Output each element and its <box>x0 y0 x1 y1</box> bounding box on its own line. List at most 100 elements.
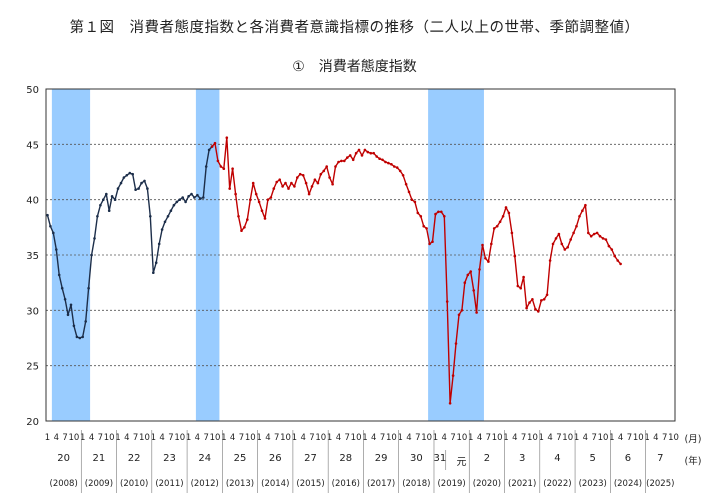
x-month-label: 7 <box>203 433 208 443</box>
x-month-label: 4 <box>547 433 552 443</box>
series-point <box>316 181 320 185</box>
x-month-label: 1 <box>503 433 508 443</box>
x-era-label: 5 <box>590 453 596 464</box>
x-era-label: 24 <box>198 453 211 464</box>
x-month-label: 4 <box>442 433 447 443</box>
series-point <box>366 150 370 154</box>
x-month-label: 7 <box>662 433 667 443</box>
y-tick-label: 30 <box>26 306 39 317</box>
x-era-label: 29 <box>375 453 388 464</box>
series-point <box>390 163 393 166</box>
series-point <box>154 261 158 265</box>
x-month-label: 7 <box>309 433 314 443</box>
x-year-label: (2009) <box>85 479 113 489</box>
series-point <box>604 238 608 241</box>
x-month-label: 1 <box>433 433 438 443</box>
x-month-label: 4 <box>512 433 517 443</box>
x-month-label: 7 <box>486 433 491 443</box>
series-point <box>563 248 567 251</box>
series-point <box>457 313 461 317</box>
x-month-label: 1 <box>468 433 473 443</box>
y-tick-label: 45 <box>26 140 39 151</box>
x-month-label: 1 <box>45 433 50 443</box>
series-point <box>172 203 176 207</box>
series-point <box>463 281 467 285</box>
x-year-label: (2025) <box>646 479 674 489</box>
x-month-label: 10 <box>351 433 362 443</box>
x-month-label: 4 <box>477 433 482 443</box>
x-month-label: 7 <box>556 433 561 443</box>
series-point <box>525 306 528 310</box>
series-point <box>601 237 605 240</box>
series-point <box>193 196 196 199</box>
x-month-label: 7 <box>521 433 526 443</box>
series-point <box>149 215 152 218</box>
series-point <box>437 210 440 214</box>
x-era-label: 22 <box>128 453 141 464</box>
series-point <box>146 187 149 190</box>
series-point <box>445 300 449 303</box>
series-point <box>63 298 67 301</box>
series-point <box>190 192 193 196</box>
series-point <box>443 215 446 218</box>
series-point <box>434 212 437 216</box>
y-tick-label: 50 <box>26 85 39 96</box>
series-point <box>216 159 220 163</box>
x-month-label: 10 <box>315 433 326 443</box>
series-point <box>84 320 87 323</box>
x-year-label: (2010) <box>120 479 148 489</box>
series-point <box>237 215 240 218</box>
x-era-label: 2 <box>484 453 490 464</box>
series-point <box>557 232 561 236</box>
series-point <box>137 187 140 190</box>
x-month-label: 10 <box>633 433 644 443</box>
x-month-label: 4 <box>653 433 658 443</box>
series-point <box>175 200 179 204</box>
series-point <box>187 195 190 198</box>
x-year-label: (2008) <box>50 479 78 489</box>
series-point <box>131 172 134 176</box>
x-month-label: 4 <box>583 433 588 443</box>
series-point <box>425 227 428 230</box>
series-point <box>419 215 423 218</box>
series-point <box>107 209 111 212</box>
x-year-label: (2017) <box>367 479 395 489</box>
x-year-label: (2016) <box>332 479 360 489</box>
series-point <box>225 136 229 139</box>
series-point <box>178 198 181 201</box>
series-point <box>545 293 549 297</box>
series-point <box>196 193 199 197</box>
series-point <box>260 209 264 212</box>
x-month-label: 1 <box>397 433 402 443</box>
year-unit-label: (年) <box>685 455 702 467</box>
series-point <box>566 246 569 249</box>
series-point <box>490 242 493 246</box>
series-point <box>199 197 202 200</box>
series-point <box>340 159 343 163</box>
series-point <box>501 215 505 218</box>
x-month-label: 1 <box>186 433 191 443</box>
x-era-label: 7 <box>657 453 663 464</box>
series-point <box>60 286 64 290</box>
series-point <box>440 210 443 214</box>
series-point <box>569 238 572 241</box>
series-point <box>202 196 205 199</box>
x-year-label: (2018) <box>402 479 430 489</box>
x-era-label: 21 <box>93 453 106 464</box>
x-month-label: 10 <box>598 433 609 443</box>
series-point <box>140 181 143 185</box>
series-point <box>575 224 578 228</box>
series-point <box>504 206 508 209</box>
series-point <box>272 187 276 190</box>
series-point <box>475 311 478 314</box>
series-point <box>257 200 261 204</box>
x-month-label: 1 <box>327 433 332 443</box>
series-point <box>551 242 555 246</box>
series-point <box>55 248 58 251</box>
x-month-label: 10 <box>421 433 432 443</box>
series-point <box>269 196 273 199</box>
series-point <box>87 286 90 290</box>
series-point <box>128 171 132 175</box>
series-point <box>69 303 73 307</box>
series-point <box>296 176 299 179</box>
